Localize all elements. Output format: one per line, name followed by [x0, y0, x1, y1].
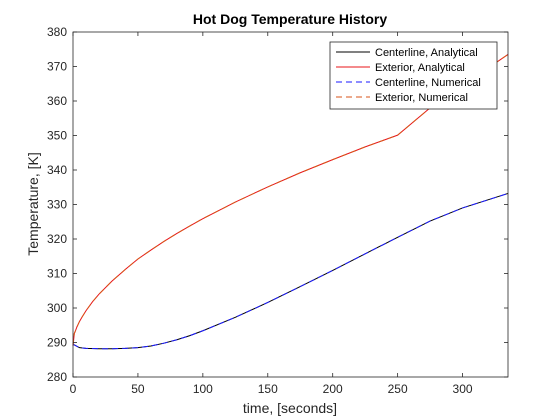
ticks-layer: 0 50 100 150 200 250 300 280 290 300 310 320 330 340 3… — [47, 25, 508, 396]
chart-title: Hot Dog Temperature History — [193, 11, 387, 27]
y-tick-label: 310 — [47, 267, 67, 281]
y-tick-label: 380 — [47, 25, 67, 39]
x-tick-label: 150 — [258, 382, 278, 396]
x-tick-label: 50 — [131, 382, 145, 396]
legend-label-4: Exterior, Numerical — [375, 92, 468, 104]
y-tick-label: 370 — [47, 60, 67, 74]
legend-label-2: Exterior, Analytical — [375, 62, 465, 74]
y-tick-label: 280 — [47, 370, 67, 384]
series-layer — [72, 54, 509, 350]
x-tick-label: 100 — [193, 382, 213, 396]
x-tick-label: 200 — [323, 382, 343, 396]
y-axis-label: Temperature, [K] — [25, 152, 41, 256]
legend-label-3: Centerline, Numerical — [375, 77, 481, 89]
series-line-4 — [72, 54, 509, 347]
y-tick-label: 320 — [47, 232, 67, 246]
legend-label-1: Centerline, Analytical — [375, 47, 478, 59]
series-line-3 — [72, 192, 509, 350]
y-tick-label: 330 — [47, 198, 67, 212]
x-tick-label: 0 — [70, 382, 77, 396]
y-tick-label: 350 — [47, 129, 67, 143]
y-tick-label: 290 — [47, 336, 67, 350]
legend-box — [329, 41, 498, 110]
x-tick-label: 300 — [453, 382, 473, 396]
y-tick-label: 360 — [47, 94, 67, 108]
legend: Centerline, Analytical Exterior, Analytic… — [329, 41, 498, 110]
x-tick-label: 250 — [388, 382, 408, 396]
x-axis-label: time, [seconds] — [243, 400, 337, 416]
y-tick-label: 340 — [47, 163, 67, 177]
y-tick-label: 300 — [47, 301, 67, 315]
